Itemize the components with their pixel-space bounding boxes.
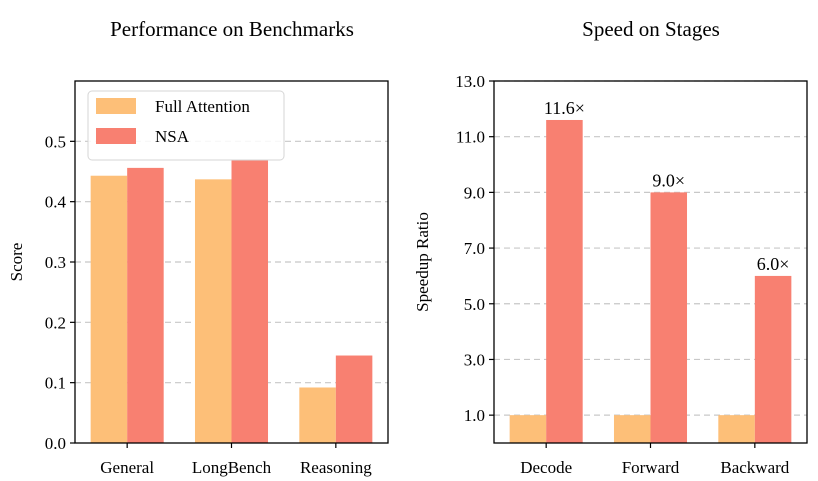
y-tick-label: 0.0 [45, 434, 66, 453]
x-tick-label: Reasoning [300, 458, 372, 477]
y-tick-label: 5.0 [464, 295, 485, 314]
y-tick-label: 11.0 [456, 128, 485, 147]
bar-nsa [546, 119, 583, 443]
data-label: 9.0× [652, 170, 685, 190]
y-tick-label: 0.4 [45, 193, 67, 212]
y-axis-label: Score [7, 243, 26, 282]
legend-box [87, 90, 285, 161]
bar-nsa [650, 192, 688, 443]
bar-full-attention [90, 175, 128, 443]
y-tick-label: 0.2 [45, 313, 66, 332]
data-label: 11.6× [544, 98, 585, 118]
bar-nsa [335, 355, 373, 443]
x-tick-label: LongBench [192, 458, 272, 477]
bar-full-attention [194, 179, 232, 444]
x-tick-label: General [100, 458, 154, 477]
x-tick-label: Backward [720, 458, 789, 477]
bar-nsa [231, 160, 269, 443]
x-tick-label: Forward [622, 458, 680, 477]
bar-full-attention [509, 415, 547, 443]
bar-full-attention [613, 415, 651, 443]
data-label: 6.0× [757, 254, 790, 274]
legend: Full Attention NSA [87, 90, 285, 161]
y-tick-label: 1.0 [464, 406, 485, 425]
legend-label: Full Attention [155, 97, 250, 116]
bar-full-attention [299, 387, 336, 443]
y-tick-label: 0.1 [45, 374, 66, 393]
bar-nsa [754, 275, 792, 443]
y-tick-label: 0.3 [45, 253, 66, 272]
x-tick-label: Decode [520, 458, 572, 477]
chart-title: Speed on Stages [582, 17, 720, 41]
legend-label: NSA [155, 127, 190, 146]
y-tick-label: 0.5 [45, 132, 66, 151]
performance-chart: Performance on Benchmarks 0.0 0.1 0.2 0.3 0.… [7, 17, 389, 477]
bar-full-attention [718, 415, 755, 443]
legend-swatch [96, 98, 136, 114]
y-tick-label: 9.0 [464, 183, 485, 202]
chart-title: Performance on Benchmarks [110, 17, 354, 41]
y-tick-label: 3.0 [464, 350, 485, 369]
legend-swatch [96, 128, 136, 144]
bar-nsa [127, 167, 164, 443]
y-tick-label: 13.0 [455, 72, 485, 91]
y-tick-label: 7.0 [464, 239, 485, 258]
y-axis-label: Speedup Ratio [413, 212, 432, 312]
speed-chart: Speed on Stages 1.0 3.0 5.0 7.0 9.0 11.0 13.0 D… [413, 17, 808, 477]
